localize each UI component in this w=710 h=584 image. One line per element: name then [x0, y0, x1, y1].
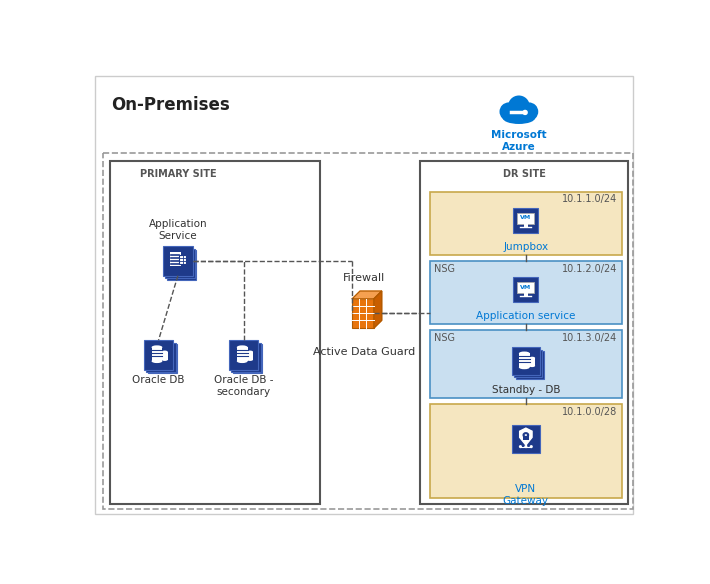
Polygon shape [374, 291, 382, 328]
Polygon shape [520, 428, 532, 445]
Circle shape [519, 445, 522, 448]
Text: On-Premises: On-Premises [111, 96, 229, 114]
Ellipse shape [162, 358, 168, 361]
Ellipse shape [519, 366, 530, 369]
Circle shape [523, 110, 528, 115]
Bar [111, 161, 320, 503]
Bar [167, 251, 197, 280]
Text: Firewall: Firewall [343, 273, 385, 283]
Bar [523, 293, 528, 297]
Text: NSG: NSG [434, 333, 454, 343]
Text: 10.1.2.0/24: 10.1.2.0/24 [562, 264, 617, 274]
Ellipse shape [519, 352, 530, 356]
Bar [162, 352, 168, 360]
Bar [151, 347, 163, 361]
Bar [523, 436, 529, 440]
Bar [233, 344, 263, 373]
Bar [512, 347, 540, 375]
Bar [518, 213, 535, 224]
Bar [170, 252, 181, 266]
Text: Standby - DB: Standby - DB [491, 385, 560, 395]
Bar [103, 153, 633, 509]
Text: Oracle DB -
secondary: Oracle DB - secondary [214, 375, 273, 397]
Text: 10.1.3.0/24: 10.1.3.0/24 [562, 333, 617, 343]
Bar [430, 404, 622, 498]
Bar [430, 261, 622, 324]
Bar [529, 358, 535, 366]
Bar [229, 340, 258, 370]
Bar [420, 161, 628, 503]
Bar [146, 343, 175, 372]
Text: Application
Service: Application Service [148, 220, 207, 241]
Ellipse shape [162, 350, 168, 353]
Bar [512, 425, 540, 453]
Text: Application service: Application service [476, 311, 576, 321]
Text: DR SITE: DR SITE [503, 169, 546, 179]
Bar [518, 282, 535, 293]
Bar [165, 249, 195, 278]
Circle shape [530, 445, 532, 448]
Circle shape [508, 96, 530, 117]
Bar [515, 351, 544, 379]
Text: VM: VM [520, 285, 532, 290]
Text: VPN
Gateway: VPN Gateway [503, 484, 549, 506]
Bar [514, 350, 542, 377]
Bar [236, 347, 248, 361]
Ellipse shape [247, 350, 253, 353]
Bar [231, 343, 261, 372]
Ellipse shape [151, 345, 163, 349]
Ellipse shape [247, 358, 253, 361]
Text: Jumpbox: Jumpbox [503, 242, 548, 252]
Circle shape [500, 102, 518, 121]
Text: Active Data Guard: Active Data Guard [312, 347, 415, 357]
Polygon shape [352, 291, 382, 299]
Circle shape [524, 445, 528, 448]
Text: Microsoft
Azure: Microsoft Azure [491, 130, 547, 152]
Bar [143, 340, 173, 370]
Bar [352, 299, 374, 328]
Ellipse shape [236, 359, 248, 363]
Text: 10.1.1.0/24: 10.1.1.0/24 [562, 194, 617, 204]
Bar [513, 208, 538, 232]
Ellipse shape [236, 345, 248, 349]
Text: Oracle DB: Oracle DB [132, 375, 185, 385]
Bar [430, 331, 622, 398]
Bar [180, 255, 187, 264]
Bar [519, 353, 530, 367]
Ellipse shape [529, 364, 535, 367]
Text: VM: VM [520, 215, 532, 220]
Text: PRIMARY SITE: PRIMARY SITE [140, 169, 216, 179]
Ellipse shape [151, 359, 163, 363]
Bar [247, 352, 253, 360]
Bar [513, 277, 538, 302]
Circle shape [520, 102, 538, 121]
Text: NSG: NSG [434, 264, 454, 274]
Bar [148, 344, 177, 373]
Bar [430, 192, 622, 255]
Ellipse shape [503, 112, 535, 124]
Bar [163, 246, 192, 276]
Ellipse shape [529, 357, 535, 359]
Bar [523, 224, 528, 227]
Text: 10.1.0.0/28: 10.1.0.0/28 [562, 407, 617, 417]
